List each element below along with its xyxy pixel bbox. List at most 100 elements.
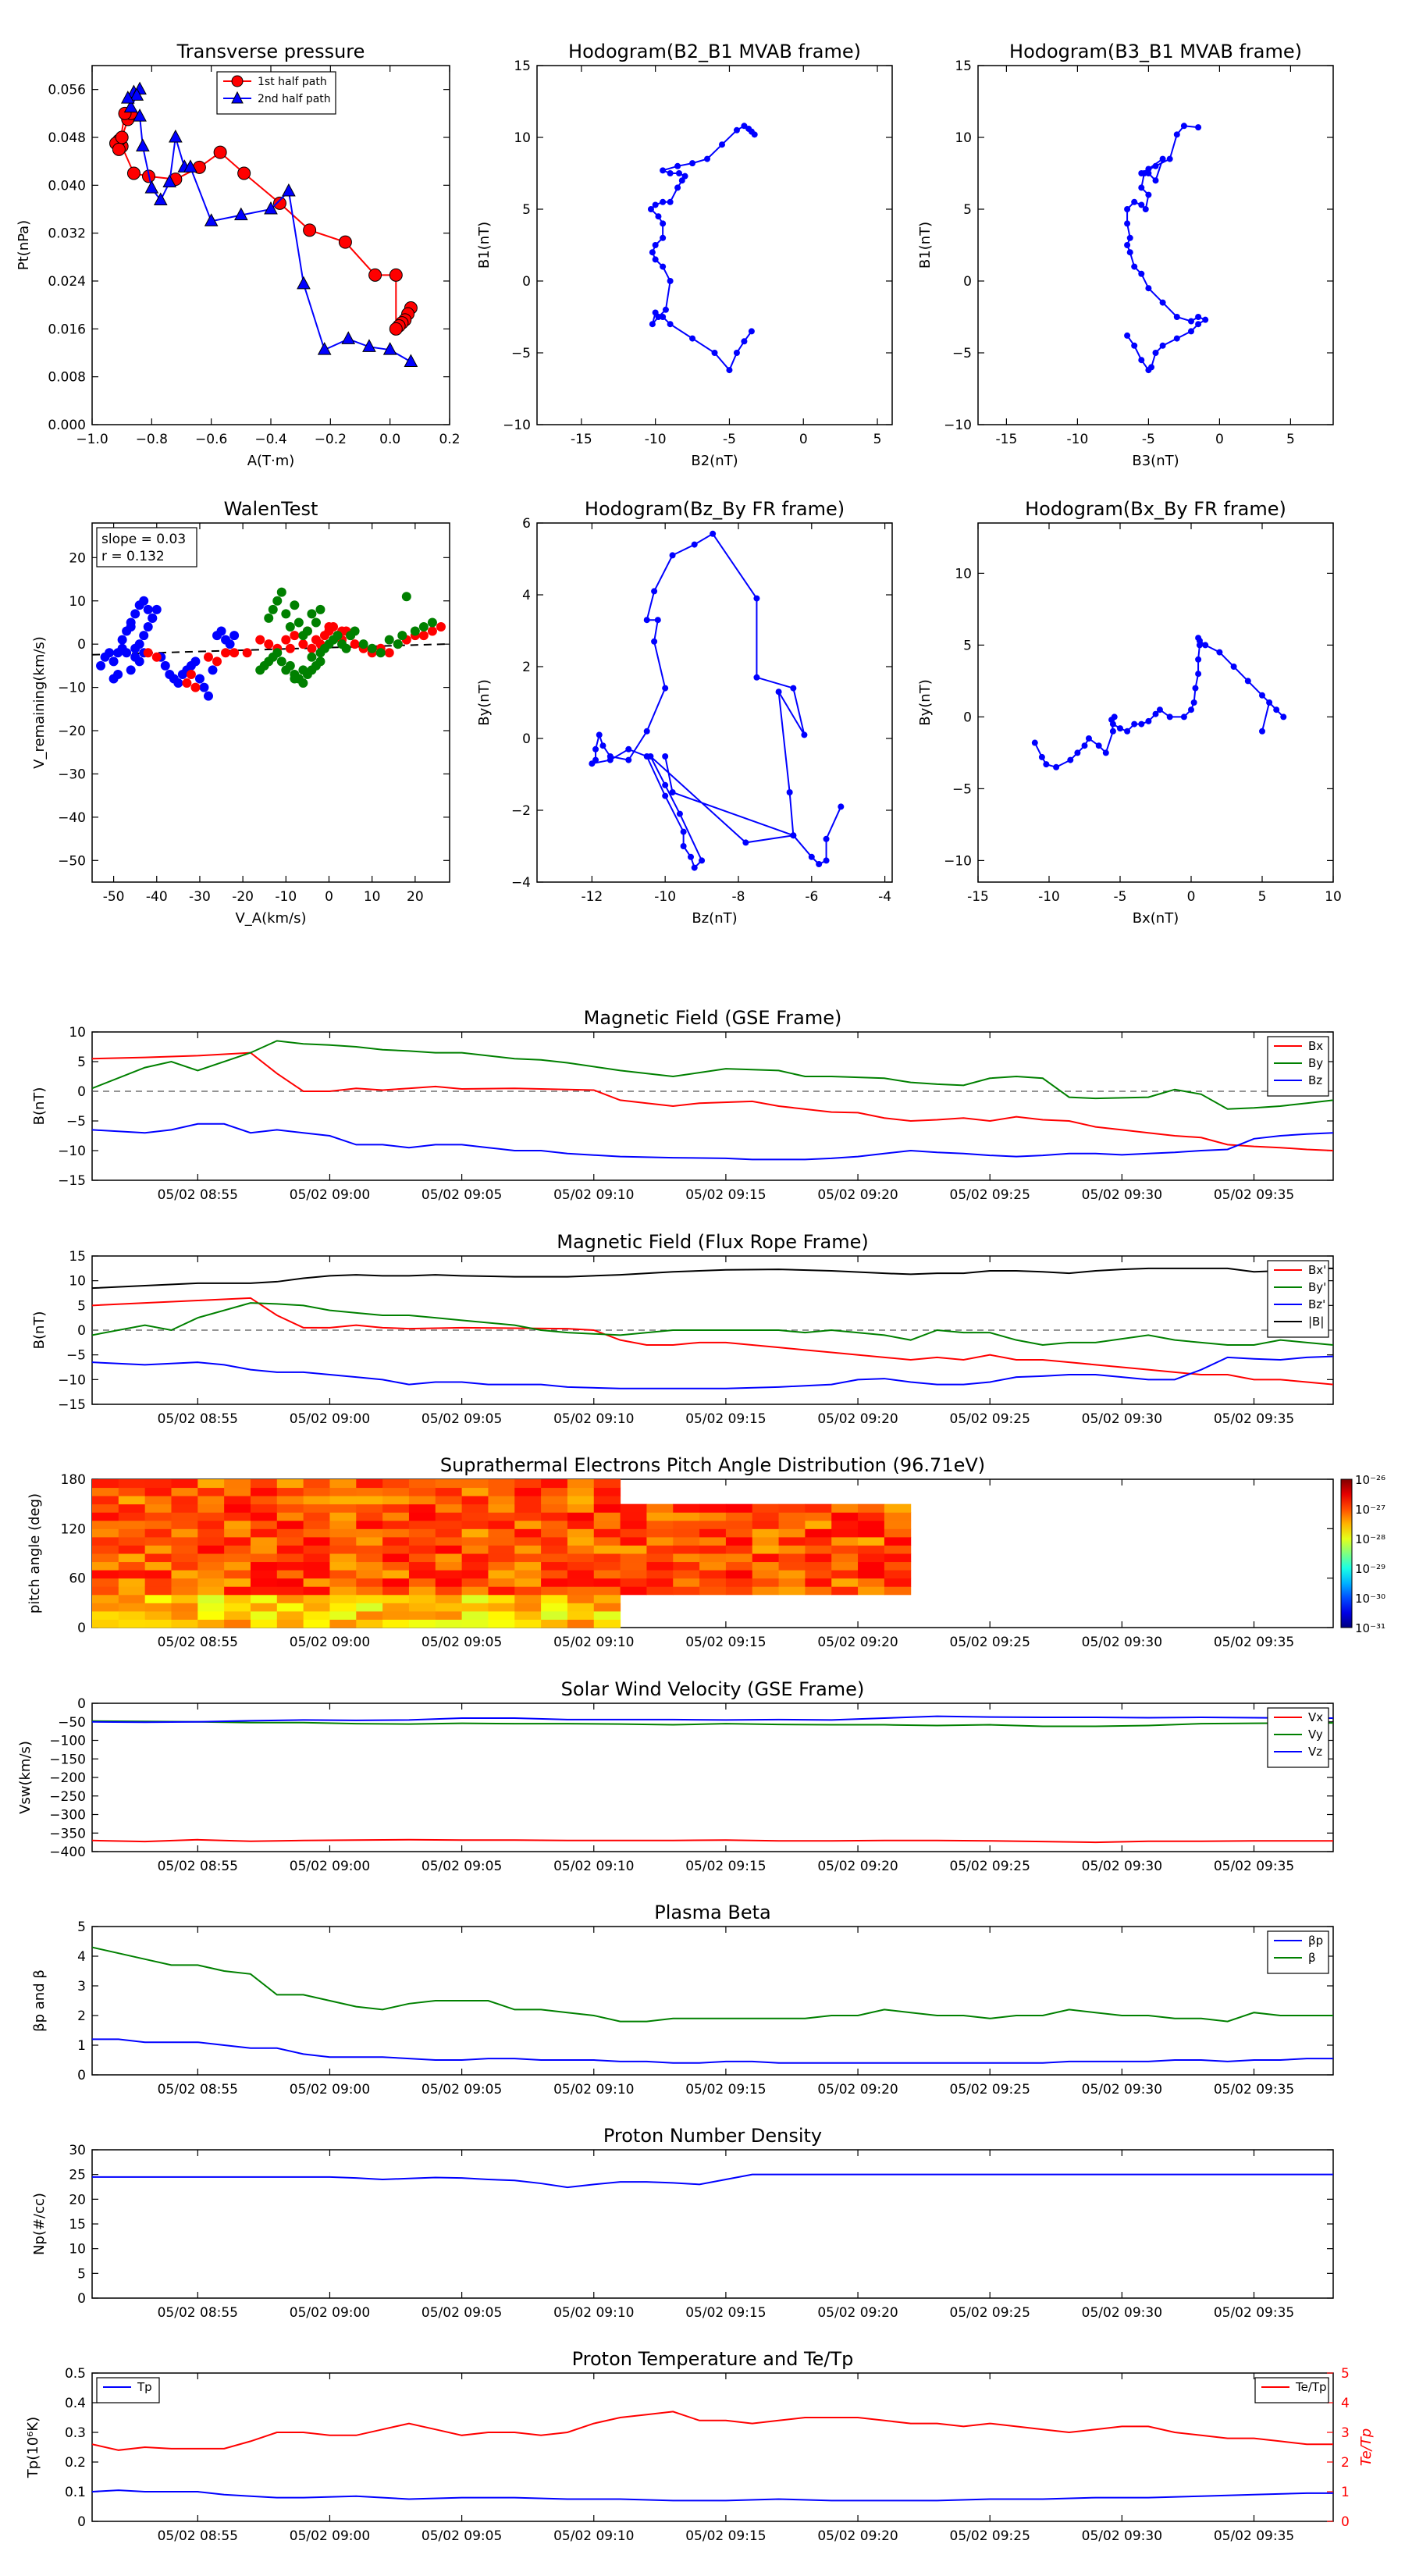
axes-frame [91,65,450,425]
x-tick-label: -10 [645,432,667,447]
heatmap-cell [725,1578,753,1587]
heatmap-cell [276,1512,304,1521]
x-tick-label: 05/02 09:00 [290,2082,370,2097]
heatmap-cell [831,1512,859,1521]
heatmap-cell [673,1545,700,1554]
data-point [389,268,403,282]
heatmap-cell [276,1570,304,1579]
heatmap-cell [805,1528,832,1538]
heatmap-cell [329,1528,357,1538]
data-point [290,674,300,684]
panel-np: Proton Number Density 05/02 08:55 05/02 09… [31,2125,1334,2321]
data-point [317,342,332,355]
data-point [647,753,654,760]
data-point [324,622,334,632]
heatmap-cell [514,1479,542,1489]
heatmap-cell [567,1610,595,1620]
y-tick-label: 0.016 [48,322,86,337]
data-point [674,184,681,191]
heatmap-cell [197,1487,225,1496]
heatmap-cell [488,1594,515,1603]
series-line-data [1033,637,1285,768]
y-tick-label: −350 [49,1826,86,1841]
y-tick-label: 120 [61,1521,86,1537]
x-tick-label: -30 [189,889,211,905]
annotation-slope: slope = 0.03 [101,532,186,547]
y-tick-label: 0 [77,1084,86,1100]
heatmap-cell [858,1545,885,1554]
heatmap-cell [884,1503,912,1513]
heatmap-cell [593,1520,621,1529]
heatmap-cell [884,1512,912,1521]
heatmap-cell [197,1586,225,1596]
data-point [1138,170,1145,176]
heatmap-cell [303,1586,330,1596]
heatmap-cell [92,1594,119,1603]
data-point [1259,692,1265,699]
data-point [676,170,682,176]
heatmap-cell [171,1553,198,1563]
heatmap-cell [144,1536,172,1546]
heatmap-cell [620,1553,647,1563]
heatmap-cell [461,1487,489,1496]
y-tick-label: 0 [522,731,531,747]
heatmap-cell [461,1586,489,1596]
heatmap-cell [276,1619,304,1628]
heatmap-cell [224,1594,251,1603]
heatmap-cell [329,1561,357,1571]
heatmap-cell [408,1479,436,1489]
heatmap-cell [356,1578,383,1587]
data-point [1190,699,1197,706]
data-point [298,678,308,688]
heatmap-cell [144,1603,172,1612]
heatmap-cell [884,1520,912,1529]
x-tick-label: 0.2 [439,432,460,447]
legend-label: Bx' [1308,1263,1326,1277]
heatmap-cell [224,1528,251,1538]
x-tick-label: 05/02 09:25 [950,1635,1030,1650]
data-point [655,213,662,220]
heatmap-cell [118,1619,146,1628]
heatmap-cell [593,1503,621,1513]
x-tick-label: -10 [1067,432,1089,447]
heatmap-cell [92,1536,119,1546]
x-tick-label: -15 [571,432,592,447]
heatmap-cell [831,1536,859,1546]
y-tick-label: 30 [69,2143,86,2158]
heatmap-cell [303,1512,330,1521]
heatmap-cell [752,1520,780,1529]
heatmap-cell [435,1520,463,1529]
heatmap-cell [250,1570,278,1579]
x-tick-label: 05/02 09:25 [950,1411,1030,1427]
data-point [790,832,797,839]
axes-frame [91,2149,1334,2299]
heatmap-cell [884,1536,912,1546]
data-point [1166,713,1173,720]
heatmap-cell [408,1570,436,1579]
data-point [1159,155,1166,162]
heatmap-cell [514,1561,542,1571]
data-point [276,587,286,597]
heatmap-cell [620,1570,647,1579]
colorbar-label: 10⁻²⁸ [1355,1532,1385,1546]
heatmap-cell [646,1570,674,1579]
heatmap-cell [303,1603,330,1612]
heatmap-cell [673,1520,700,1529]
heatmap-cell [831,1503,859,1513]
heatmap-cell [382,1553,410,1563]
panel-hodo4: Hodogram(Bx_By FR frame) -15 -10 -5 0 5 10 −10 −… [917,498,1342,927]
heatmap-cell [408,1586,436,1596]
heatmap-cell [408,1610,436,1620]
heatmap-cell [673,1586,700,1596]
heatmap-cell [276,1479,304,1489]
x-tick-label: 05/02 09:35 [1214,1859,1294,1874]
heatmap-cell [593,1496,621,1505]
data-point [303,223,317,237]
heatmap-cell [250,1553,278,1563]
x-tick-label: 0.0 [379,432,400,447]
data-point [333,631,343,641]
y-tick-label: 15 [69,2217,86,2233]
x-tick-label: 05/02 08:55 [158,1411,238,1427]
heatmap-cell [620,1536,647,1546]
axes-frame [91,2372,1334,2522]
